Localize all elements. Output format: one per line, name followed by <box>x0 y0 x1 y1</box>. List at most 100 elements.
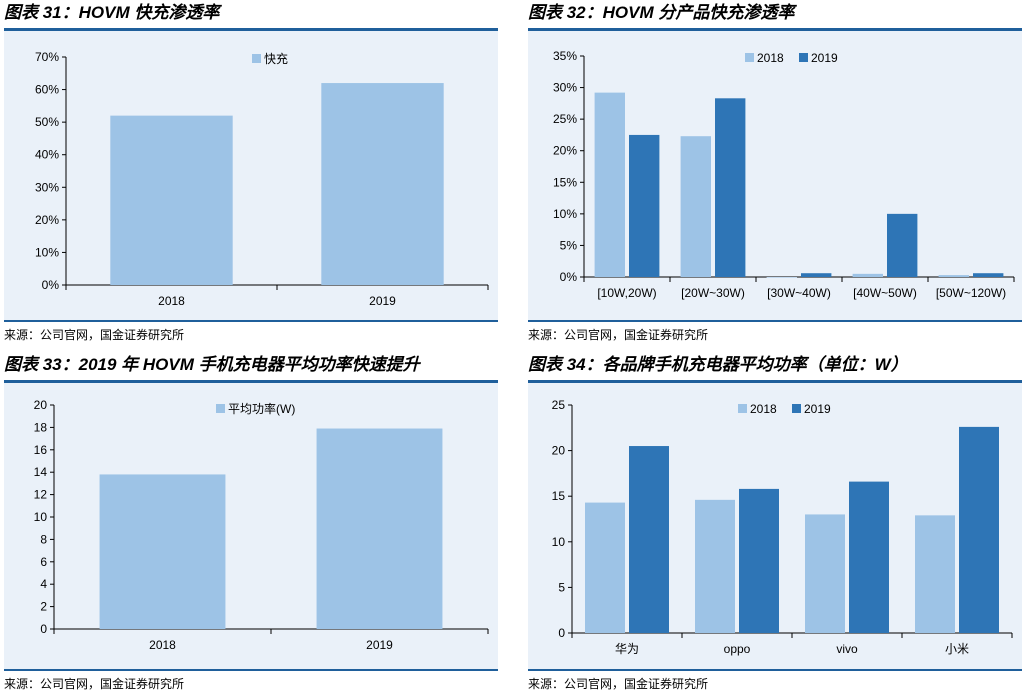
y-tick-label: 25% <box>553 112 577 126</box>
chart-frame: 0% 10% 20% 30% 40% 50% 60% 70% 2018 2019 快充 <box>4 31 498 320</box>
chart-title: 图表 33：2019 年 HOVM 手机充电器平均功率快速提升 <box>4 355 420 374</box>
chart-panel-33: 图表 33：2019 年 HOVM 手机充电器平均功率快速提升 0 2 4 6 8 10 1… <box>4 352 498 697</box>
y-tick-label: 2 <box>40 600 47 614</box>
bar-2019-vivo <box>849 481 889 633</box>
x-tick-label: [40W~50W) <box>853 286 917 300</box>
bar-平均功率(W)-2018 <box>99 474 226 629</box>
legend-swatch <box>216 404 225 413</box>
bar-2019-[50W~120W) <box>973 273 1004 277</box>
y-tick-label: 30% <box>35 180 59 194</box>
bar-2018-[10W,20W) <box>594 92 625 277</box>
bar-2018-oppo <box>695 499 735 633</box>
y-tick-label: 0 <box>558 626 565 640</box>
bar-2019-[30W~40W) <box>801 273 832 277</box>
bar-2018-[30W~40W) <box>766 277 797 278</box>
x-tick-label: [30W~40W) <box>767 286 831 300</box>
y-tick-label: 12 <box>34 488 48 502</box>
y-tick-label: 14 <box>34 465 48 479</box>
y-tick-label: 10% <box>35 245 59 259</box>
y-tick-label: 8 <box>40 532 47 546</box>
title-rule <box>4 380 498 383</box>
legend-swatch <box>792 404 801 413</box>
bar-2019-[10W,20W) <box>629 134 660 277</box>
source-note: 来源：公司官网，国金证券研究所 <box>528 677 709 691</box>
x-tick-label: 华为 <box>615 642 639 656</box>
bar-2018-小米 <box>915 515 955 633</box>
chart-frame: 0 5 10 15 20 25 华为 oppo vivo 小米 2018 2019 <box>528 383 1022 669</box>
bar-2019-[20W~30W) <box>715 98 746 277</box>
x-tick-label: [20W~30W) <box>681 286 745 300</box>
y-tick-label: 16 <box>34 443 48 457</box>
y-tick-label: 20 <box>552 444 566 458</box>
y-tick-label: 15 <box>552 489 566 503</box>
chart-panel-34: 图表 34：各品牌手机充电器平均功率（单位：W） 0 5 10 15 20 25 华为 opp… <box>528 352 1022 697</box>
legend-swatch <box>252 54 261 63</box>
x-tick-label: [10W,20W) <box>597 286 656 300</box>
legend-label: 2019 <box>804 402 831 416</box>
title-rule <box>528 380 1022 383</box>
legend-label: 平均功率(W) <box>228 401 295 416</box>
y-tick-label: 50% <box>35 115 59 129</box>
y-tick-label: 0% <box>560 270 578 284</box>
y-tick-label: 25 <box>552 398 566 412</box>
x-tick-label: 2018 <box>149 638 176 652</box>
bar-快充-2018 <box>110 115 233 285</box>
chart-svg: 0 2 4 6 8 10 12 14 16 18 20 2018 2019 平均功率(W) <box>34 398 489 652</box>
chart-frame: 0 2 4 6 8 10 12 14 16 18 20 2018 2019 平均功率(W) <box>4 383 498 669</box>
x-tick-label: 2019 <box>366 638 393 652</box>
bar-平均功率(W)-2019 <box>316 428 443 629</box>
y-tick-label: 35% <box>553 49 577 63</box>
y-tick-label: 15% <box>553 175 577 189</box>
bar-2019-[40W~50W) <box>887 213 918 277</box>
legend-swatch <box>799 53 808 62</box>
y-tick-label: 10 <box>34 510 48 524</box>
x-tick-label: oppo <box>724 642 751 656</box>
y-tick-label: 10% <box>553 207 577 221</box>
title-rule <box>528 28 1022 31</box>
legend-label: 2019 <box>811 51 838 65</box>
x-tick-label: [50W~120W) <box>936 286 1006 300</box>
bottom-rule <box>4 320 498 322</box>
bar-快充-2019 <box>321 83 444 285</box>
legend-swatch <box>745 53 754 62</box>
source-note: 来源：公司官网，国金证券研究所 <box>528 328 709 342</box>
y-tick-label: 40% <box>35 148 59 162</box>
bar-2018-[20W~30W) <box>680 136 711 277</box>
y-tick-label: 4 <box>40 577 47 591</box>
source-note: 来源：公司官网，国金证券研究所 <box>4 328 185 342</box>
y-tick-label: 5 <box>558 580 565 594</box>
y-tick-label: 18 <box>34 420 48 434</box>
bar-2019-oppo <box>739 488 779 633</box>
y-tick-label: 30% <box>553 81 577 95</box>
legend-label: 2018 <box>750 402 777 416</box>
bottom-rule <box>4 669 498 671</box>
bottom-rule <box>528 669 1022 671</box>
y-tick-label: 0 <box>40 622 47 636</box>
bar-2019-小米 <box>959 426 999 633</box>
x-tick-label: 2019 <box>369 294 396 308</box>
bar-2018-[40W~50W) <box>852 273 883 277</box>
chart-title: 图表 32：HOVM 分产品快充渗透率 <box>528 3 795 22</box>
legend-label: 2018 <box>757 51 784 65</box>
chart-title: 图表 34：各品牌手机充电器平均功率（单位：W） <box>528 355 908 374</box>
bar-2018-vivo <box>805 514 845 633</box>
legend-swatch <box>738 404 747 413</box>
bar-2019-华为 <box>629 446 669 633</box>
y-tick-label: 20% <box>553 144 577 158</box>
chart-svg: 0 5 10 15 20 25 华为 oppo vivo 小米 2018 2019 <box>552 398 1013 656</box>
legend-label: 快充 <box>264 51 288 66</box>
bottom-rule <box>528 320 1022 322</box>
y-tick-label: 20% <box>35 213 59 227</box>
bar-2018-[50W~120W) <box>938 275 969 277</box>
y-tick-label: 70% <box>35 50 59 64</box>
y-tick-label: 20 <box>34 398 48 412</box>
y-tick-label: 60% <box>35 83 59 97</box>
title-rule <box>4 28 498 31</box>
y-tick-label: 5% <box>560 238 578 252</box>
y-tick-label: 10 <box>552 535 566 549</box>
x-tick-label: 2018 <box>158 294 185 308</box>
y-tick-label: 0% <box>42 278 60 292</box>
chart-svg: 0% 5% 10% 15% 20% 25% 30% 35% [10W,20W) [20W~30W)… <box>553 49 1015 300</box>
y-tick-label: 6 <box>40 555 47 569</box>
chart-svg: 0% 10% 20% 30% 40% 50% 60% 70% 2018 2019 快充 <box>35 50 489 308</box>
